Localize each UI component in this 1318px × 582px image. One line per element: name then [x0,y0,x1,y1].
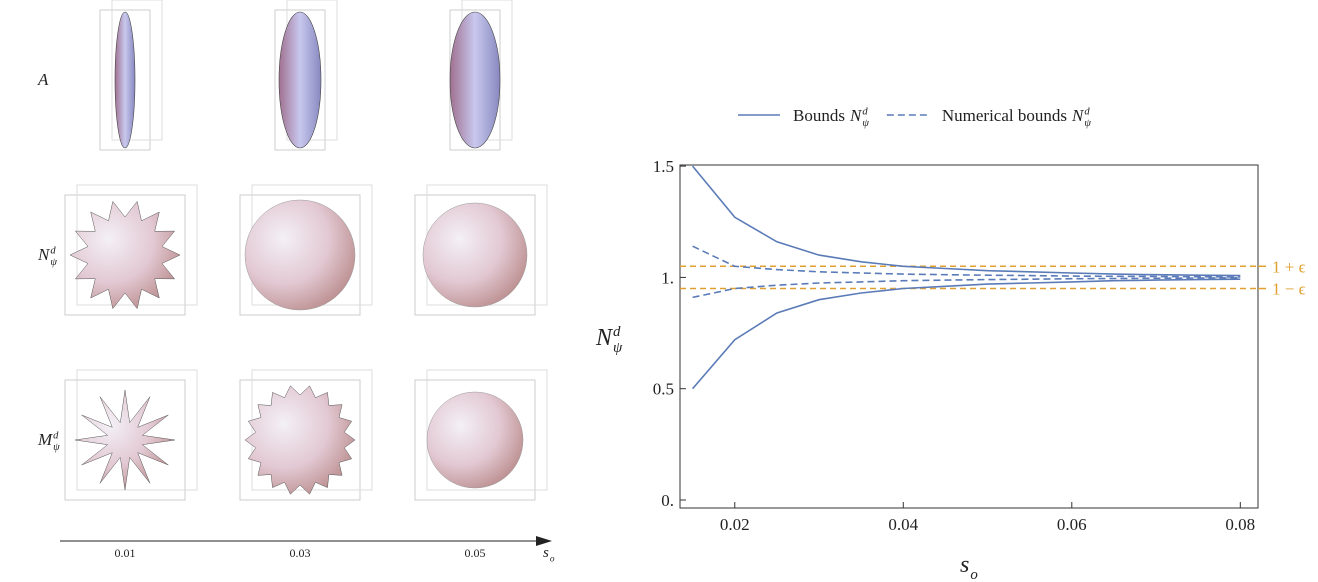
shape-panel: AN dψM dψ0.01 0.03 0.05 s o [37,0,555,565]
bounding-box [414,194,536,316]
symbol-base: M [37,430,53,449]
ellipsoid [278,11,322,149]
y-tick-label: 1. [661,268,674,287]
x-tick-label: 0.08 [1225,515,1255,534]
ellipsoid [114,11,136,149]
bounding-box [111,0,163,141]
lower-bound-line [691,278,1241,390]
upper-bound-line [691,165,1241,277]
bounding-box [414,379,536,501]
math-symbol: A [37,70,49,89]
bounding-box [274,9,326,151]
symbol-sub: ψ [613,340,623,356]
arrow-head [536,536,552,546]
bounding-box [64,379,186,501]
symbol-sub: o [550,555,555,565]
lower-bound-line [692,277,1241,299]
spiky-shape [69,200,181,310]
symbol-base: N [595,325,614,351]
bounding-box [76,369,198,491]
symbol-sub: ψ [50,257,57,268]
x-tick-label: 0.02 [720,515,750,534]
bounding-box [99,9,151,151]
plot-frame [679,164,1259,509]
y-tick-label: 1.5 [653,157,674,176]
legend-label: Numerical bounds [942,106,1067,125]
symbol-sup: d [50,246,56,257]
ellipsoid [449,11,501,149]
symbol-base: A [37,70,49,89]
bounding-box [426,369,548,491]
symbol-base: s [543,545,549,561]
y-tick-label: 0. [661,491,674,510]
y-tick-label: 0.5 [653,380,674,399]
x-tick-label: 0.06 [1057,515,1087,534]
symbol-sup: d [862,107,868,118]
symbol-sup: d [613,324,621,340]
chart: 0. 0.5 1. 1.5 0.02 0.04 0.06 0.08 1 + ϵ 1 − ϵ Boun… [595,106,1306,582]
legend-label: Bounds [793,106,845,125]
sphere [244,199,356,311]
bounding-box [239,379,361,501]
symbol-base: s [960,552,969,578]
symbol-base: N [1071,106,1085,125]
bounding-box [64,194,186,316]
symbol-sub: ψ [862,118,869,129]
sphere [422,202,528,308]
bounding-box [239,194,361,316]
bounding-box [251,369,373,491]
x-tick-label: 0.04 [888,515,918,534]
symbol-base: N [849,106,863,125]
axis-label: 0.05 [465,546,486,560]
spiky-shape [74,389,176,491]
upper-bound-line [692,245,1241,278]
symbol-sup: d [53,431,59,442]
symbol-sub: ψ [53,442,60,453]
sphere [426,391,524,489]
symbol-sub: o [970,567,977,582]
symbol-base: N [37,245,51,264]
symbol-sub: ψ [1084,118,1091,129]
symbol-sup: d [1084,107,1090,118]
axis-label: 0.01 [115,546,136,560]
axis-label: 0.03 [290,546,311,560]
spiky-shape [244,385,356,495]
reference-label: 1 + ϵ [1272,257,1306,276]
reference-label: 1 − ϵ [1272,280,1306,299]
